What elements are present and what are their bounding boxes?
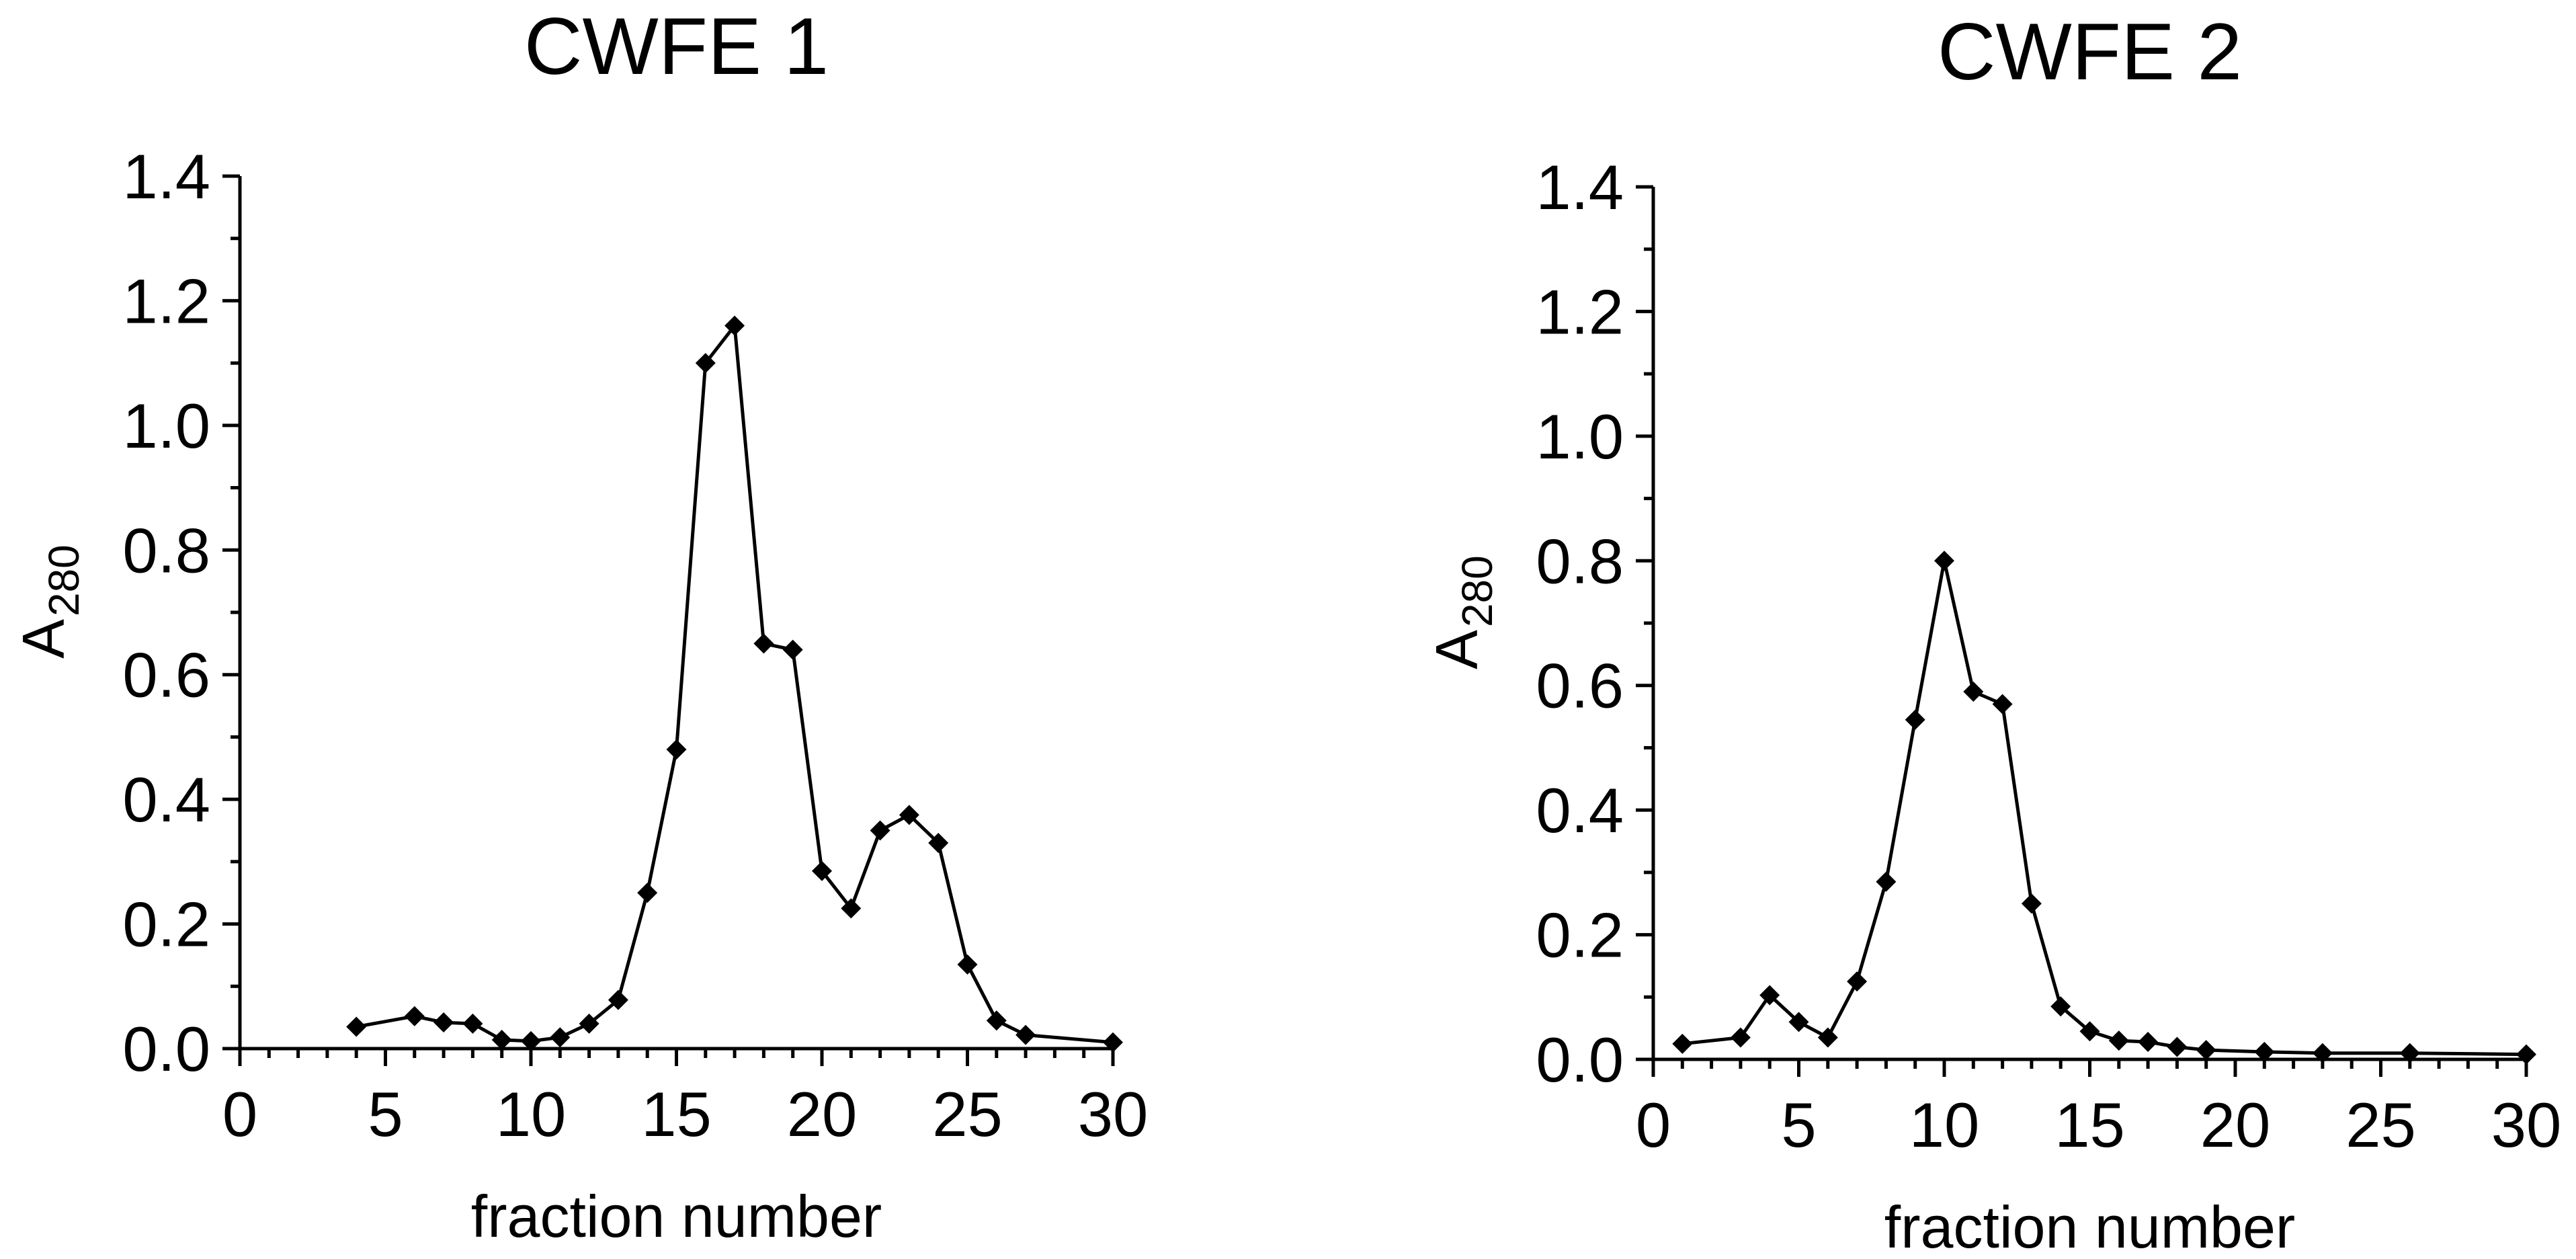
data-point (462, 1013, 483, 1034)
data-point (404, 1006, 425, 1026)
data-point (2079, 1021, 2100, 1042)
data-point (724, 315, 745, 336)
data-point (2021, 893, 2042, 914)
data-point (841, 898, 862, 919)
data-point (782, 639, 803, 660)
data-point (2516, 1044, 2536, 1065)
x-tick-label: 5 (368, 1079, 403, 1149)
data-point (1934, 551, 1954, 571)
data-point (2196, 1040, 2216, 1061)
y-tick-label: 0.6 (122, 640, 210, 710)
data-point (928, 833, 949, 854)
x-axis-label: fraction number (1884, 1194, 2295, 1259)
x-tick-label: 10 (1909, 1090, 1980, 1160)
data-point (2050, 996, 2071, 1017)
x-tick-label: 0 (222, 1079, 257, 1149)
series-line (356, 324, 1114, 1045)
y-tick-label: 0.8 (1536, 526, 1624, 596)
x-tick-label: 15 (2054, 1090, 2125, 1160)
x-tick-label: 25 (932, 1079, 1003, 1149)
data-point (1730, 1027, 1751, 1048)
chart-cwfe-2: CWFE 2 0.0 0.2 0.4 0.6 0.8 1.0 1.2 1.4 0 5 10 15 20 25… (1423, 7, 2561, 1259)
data-point (1905, 709, 1925, 730)
data-point (608, 989, 628, 1010)
y-tick-label: 0.2 (1536, 900, 1624, 971)
data-point (2312, 1043, 2333, 1063)
x-tick-label: 10 (496, 1079, 567, 1149)
data-point (579, 1013, 599, 1034)
data-point (957, 954, 978, 975)
data-point (812, 860, 832, 881)
data-point (870, 820, 890, 841)
x-tick-label: 25 (2345, 1090, 2416, 1160)
y-tick-label: 0.4 (122, 764, 210, 835)
data-point (550, 1027, 571, 1048)
data-point (1759, 985, 1780, 1006)
data-point (1876, 871, 1897, 892)
y-axis-label-sub: 280 (40, 544, 88, 616)
data-point (753, 633, 774, 654)
data-point (2108, 1030, 2129, 1051)
y-tick-label: 1.4 (122, 141, 210, 212)
y-tick-label: 0.8 (122, 515, 210, 585)
data-point (1847, 971, 1868, 992)
y-tick-label: 1.4 (1536, 152, 1624, 222)
y-tick-label: 1.0 (122, 391, 210, 461)
data-point (986, 1010, 1007, 1031)
data-point (1015, 1024, 1036, 1045)
y-axis-label-main: A (10, 619, 77, 659)
y-tick-label: 1.2 (1536, 276, 1624, 347)
y-tick-label: 0.2 (122, 889, 210, 960)
data-point (1103, 1032, 1123, 1053)
data-point (899, 805, 919, 825)
data-point (1788, 1012, 1809, 1032)
data-point (433, 1012, 454, 1033)
x-tick-label: 20 (787, 1079, 858, 1149)
x-tick-label: 15 (641, 1079, 712, 1149)
y-tick-label: 0.6 (1536, 651, 1624, 721)
data-point (1992, 694, 2013, 715)
y-tick-label: 1.2 (122, 266, 210, 336)
data-point (1672, 1033, 1693, 1054)
x-tick-label: 5 (1781, 1090, 1816, 1160)
data-point (637, 883, 658, 903)
chart-title: CWFE 2 (1938, 7, 2242, 97)
y-axis-label-sub: 280 (1453, 555, 1501, 627)
x-tick-label: 20 (2200, 1090, 2271, 1160)
data-point (521, 1030, 541, 1051)
chart-title: CWFE 1 (524, 1, 829, 91)
data-point (2167, 1037, 2188, 1057)
x-tick-label: 0 (1636, 1090, 1671, 1160)
data-point (2254, 1041, 2275, 1062)
data-point (1817, 1027, 1838, 1048)
chart-cwfe-1: CWFE 1 0.0 0.2 0.4 0.6 0.8 1.0 1.2 1.4 0 5 10 15 20 25… (10, 1, 1148, 1250)
data-point (695, 353, 716, 374)
x-axis-label: fraction number (471, 1183, 882, 1250)
y-tick-label: 0.0 (1536, 1024, 1624, 1095)
y-tick-label: 0.0 (122, 1014, 210, 1084)
y-tick-label: 0.4 (1536, 775, 1624, 846)
y-axis-label-main: A (1423, 630, 1490, 669)
x-tick-label: 30 (1078, 1079, 1149, 1149)
x-tick-label: 30 (2491, 1090, 2562, 1160)
data-point (2399, 1043, 2420, 1063)
data-point (2138, 1032, 2159, 1053)
data-point (346, 1016, 367, 1037)
series-line (1682, 559, 2527, 1057)
y-tick-label: 1.0 (1536, 401, 1624, 472)
data-point (491, 1030, 512, 1051)
data-point (666, 739, 687, 760)
data-point (1963, 681, 1984, 702)
